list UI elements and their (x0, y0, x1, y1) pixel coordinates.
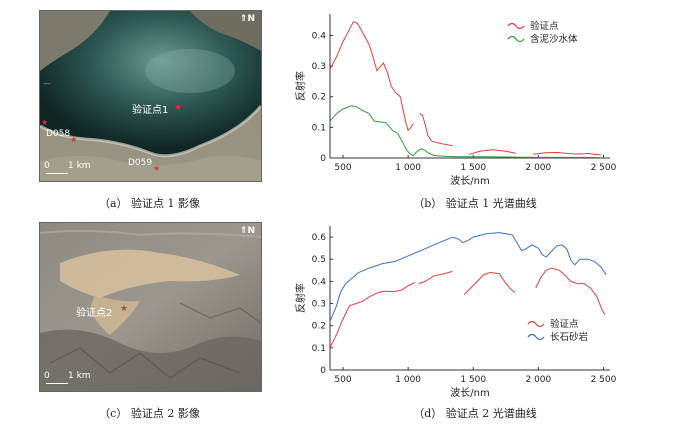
series-line (535, 267, 606, 315)
scale-bar-2: 0 1 km (44, 371, 114, 387)
x-tick-label: 2 500 (591, 375, 617, 385)
legend-label: 验证点 (550, 318, 579, 330)
y-tick-label: 0.1 (312, 123, 326, 133)
y-tick-label: 0.3 (312, 62, 326, 72)
y-tick-label: 0.5 (312, 255, 326, 265)
spectrum-chart-point1: 0 0.1 0.2 0.3 0.4 500 1 000 1 500 2 000 2 500 波长/n… (290, 8, 630, 188)
satellite-image-point2: ⇑N 验证点2 ★ 0 1 km (39, 222, 262, 392)
spectrum-chart-point1-svg: 0 0.1 0.2 0.3 0.4 500 1 000 1 500 2 000 2 500 波长/n… (294, 14, 617, 187)
validation-point-label: 验证点1 (132, 105, 169, 116)
series-line (329, 21, 414, 132)
arrow-up-icon: ⇑ (239, 14, 248, 24)
x-tick-label: 500 (334, 163, 351, 173)
site-star-d058b-icon: ★ (70, 135, 78, 144)
site-label-d058: D058 (46, 129, 71, 139)
series-line (329, 232, 607, 322)
x-tick-label: 1 500 (460, 375, 486, 385)
satellite-image-point2-art (40, 223, 261, 391)
axes: 0 0.1 0.2 0.3 0.4 0.5 0.6 500 1 000 1 500 2 000 2 5… (312, 226, 617, 385)
series-line (329, 105, 604, 159)
y-axis-label: 反射率 (294, 71, 307, 101)
x-tick-label: 2 000 (525, 375, 551, 385)
series-1 (329, 232, 607, 322)
legend-label: 含泥沙水体 (530, 33, 578, 45)
legend-label: 长石砂岩 (550, 331, 588, 343)
caption-panel-a: （a） 验证点 1 影像 (98, 197, 201, 210)
x-axis-label: 波长/nm (450, 174, 489, 187)
site-label-d059: D059 (128, 158, 153, 168)
y-tick-label: 0 (320, 154, 326, 164)
north-arrow-2: ⇑N (239, 226, 255, 236)
y-tick-label: 0.1 (312, 344, 326, 354)
series-line (329, 282, 415, 349)
x-tick-label: 1 000 (395, 163, 421, 173)
x-tick-label: 1 000 (395, 375, 421, 385)
series-line (463, 271, 516, 296)
legend-swatch (527, 333, 545, 341)
y-tick-label: 0.2 (312, 93, 326, 103)
legend-swatch (527, 320, 545, 328)
site-star-d059-icon: ★ (153, 164, 161, 173)
satellite-image-point1-art: — (40, 11, 261, 181)
series-0 (329, 21, 601, 156)
series-line (419, 113, 453, 147)
x-tick-label: 500 (334, 375, 351, 385)
validation-point-label-2: 验证点2 (76, 308, 113, 319)
series-line (418, 270, 453, 285)
caption-panel-b: （b） 验证点 1 光谱曲线 (413, 197, 537, 210)
scale-bar: 0 1 km (44, 161, 114, 177)
y-tick-label: 0 (320, 366, 326, 376)
spectrum-chart-point2: 0 0.1 0.2 0.3 0.4 0.5 0.6 500 1 000 1 500 2 000 2 5… (290, 220, 630, 400)
site-star-d058-icon: ★ (41, 118, 49, 127)
svg-text:—: — (43, 79, 51, 88)
x-axis-label: 波长/nm (450, 386, 489, 399)
x-tick-label: 2 000 (525, 163, 551, 173)
x-tick-label: 2 500 (591, 163, 617, 173)
series-line (469, 149, 517, 155)
north-arrow: ⇑N (239, 14, 255, 24)
validation-point-star-icon: ★ (174, 103, 183, 113)
y-tick-label: 0.3 (312, 300, 326, 310)
legend-label: 验证点 (530, 20, 559, 32)
caption-panel-d: （d） 验证点 2 光谱曲线 (413, 407, 537, 420)
y-tick-label: 0.2 (312, 322, 326, 332)
series-0 (329, 267, 606, 349)
axes: 0 0.1 0.2 0.3 0.4 500 1 000 1 500 2 000 2 500 (312, 14, 617, 173)
y-tick-label: 0.6 (312, 233, 327, 243)
satellite-image-point1: — ⇑N 验证点1 ★ D058 ★ ★ D059 ★ 0 1 km (39, 10, 262, 182)
series-1 (329, 105, 604, 159)
y-axis-label: 反射率 (294, 283, 307, 313)
caption-panel-c: （c） 验证点 2 影像 (99, 407, 200, 420)
validation-point-star-icon-2: ★ (120, 304, 129, 314)
y-tick-label: 0.4 (312, 277, 327, 287)
legend-swatch (507, 35, 525, 43)
y-tick-label: 0.4 (312, 31, 327, 41)
legend-swatch (507, 22, 525, 30)
series-line (533, 151, 601, 156)
spectrum-chart-point2-svg: 0 0.1 0.2 0.3 0.4 0.5 0.6 500 1 000 1 500 2 000 2 5… (294, 226, 617, 399)
x-tick-label: 1 500 (460, 163, 486, 173)
arrow-up-icon: ⇑ (239, 226, 248, 236)
